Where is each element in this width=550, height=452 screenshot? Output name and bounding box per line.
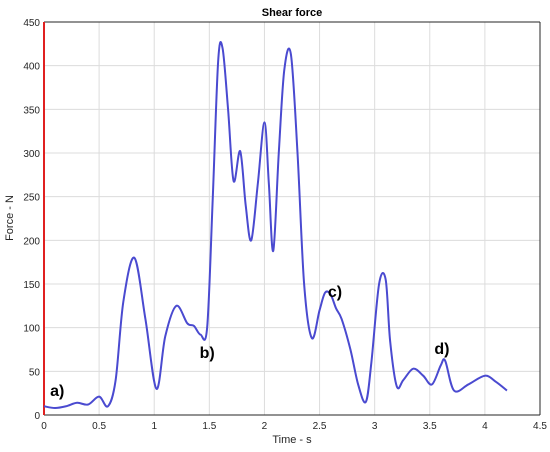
x-tick-label: 3.5 bbox=[423, 421, 437, 432]
x-tick-label: 0.5 bbox=[92, 421, 106, 432]
annotation-label: d) bbox=[434, 341, 449, 358]
y-tick-label: 400 bbox=[23, 62, 40, 73]
annotation-label: b) bbox=[200, 345, 215, 362]
x-tick-label: 2 bbox=[262, 421, 268, 432]
y-axis: 0 50 100 150 200 250 300 350 400 450 bbox=[23, 18, 40, 422]
y-tick-label: 50 bbox=[29, 367, 41, 378]
x-tick-label: 1 bbox=[151, 421, 157, 432]
x-tick-label: 3 bbox=[372, 421, 378, 432]
plot-frame bbox=[43, 21, 541, 416]
x-axis: 0 0.5 1 1.5 2 2.5 3 3.5 4 4.5 bbox=[41, 421, 547, 432]
y-tick-label: 450 bbox=[23, 18, 40, 29]
y-tick-label: 300 bbox=[23, 149, 40, 160]
x-tick-label: 1.5 bbox=[202, 421, 216, 432]
x-tick-label: 0 bbox=[41, 421, 47, 432]
y-tick-label: 250 bbox=[23, 193, 40, 204]
annotation-label: a) bbox=[50, 383, 64, 400]
chart-title: Shear force bbox=[262, 7, 323, 19]
series-layer bbox=[43, 41, 508, 410]
y-tick-label: 350 bbox=[23, 105, 40, 116]
annotation-label: c) bbox=[328, 284, 342, 301]
y-tick-label: 0 bbox=[34, 411, 40, 422]
series-line bbox=[43, 41, 508, 410]
x-axis-label: Time - s bbox=[272, 434, 312, 446]
y-tick-label: 150 bbox=[23, 280, 40, 291]
y-tick-label: 100 bbox=[23, 324, 40, 335]
y-tick-label: 200 bbox=[23, 236, 40, 247]
annotations: a) b) c) d) bbox=[50, 284, 449, 400]
x-tick-label: 4.5 bbox=[533, 421, 547, 432]
y-axis-label: Force - N bbox=[4, 195, 16, 241]
x-tick-label: 4 bbox=[482, 421, 488, 432]
x-tick-label: 2.5 bbox=[313, 421, 327, 432]
